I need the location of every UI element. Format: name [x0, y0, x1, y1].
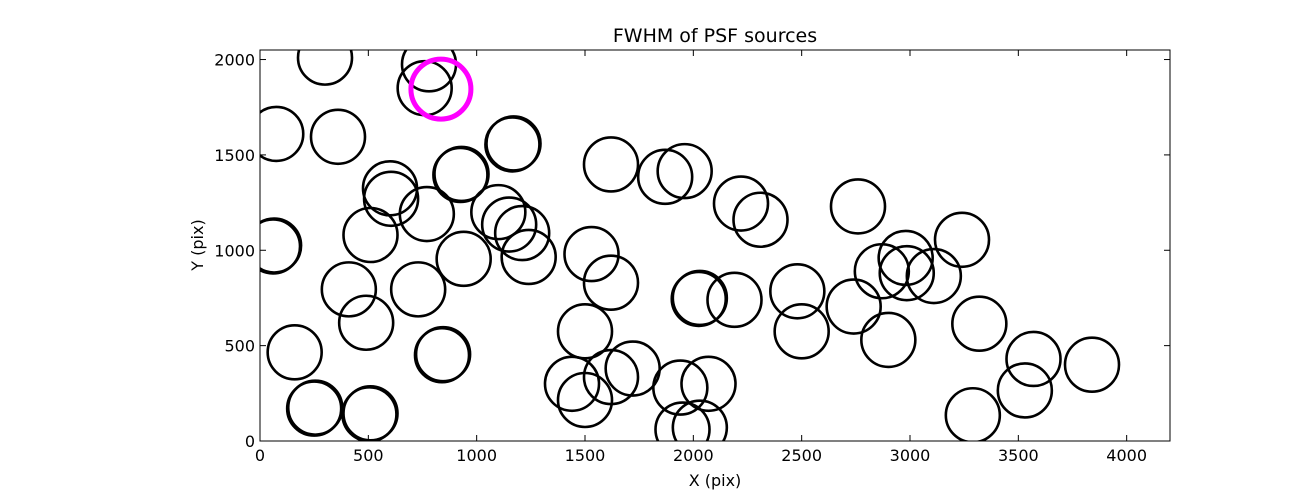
x-tick-label: 2000 [673, 446, 714, 465]
psf-source-marker [470, 183, 527, 241]
psf-source-marker [493, 204, 551, 262]
psf-source-marker [582, 254, 640, 311]
psf-source-marker [480, 196, 538, 253]
psf-source-marker [543, 355, 601, 413]
psf-source-marker [260, 105, 305, 163]
psf-source-marker [773, 303, 830, 360]
psf-source-marker [951, 295, 1008, 353]
psf-source-marker [398, 185, 456, 243]
psf-source-marker [944, 386, 1002, 441]
psf-source-marker [260, 218, 302, 275]
psf-source-marker [853, 242, 911, 300]
plot-frame [259, 49, 1171, 442]
x-tick-label: 4000 [1106, 446, 1147, 465]
psf-source-marker [320, 261, 378, 318]
psf-source-marker [671, 399, 729, 441]
psf-source-marker [1005, 330, 1062, 388]
psf-source-marker [342, 206, 399, 264]
psf-source-marker [712, 175, 770, 232]
y-tick-label: 500 [224, 337, 255, 356]
psf-source-marker [432, 146, 489, 204]
psf-source-marker [878, 244, 936, 302]
psf-source-marker [769, 262, 826, 320]
psf-source-marker [389, 261, 447, 318]
x-axis-label: X (pix) [689, 471, 742, 490]
x-tick-label: 0 [255, 446, 265, 465]
axis-ticks: 0 500 1000 1500 2000 2500 3000 3500 4000 0 500 1000… [214, 50, 1170, 465]
x-tick-label: 1000 [456, 446, 497, 465]
y-axis-label: Y (pix) [188, 219, 207, 271]
psf-source-marker [829, 178, 887, 235]
scatter-marks [260, 50, 1121, 441]
psf-source-marker [285, 380, 343, 437]
y-tick-label: 2000 [214, 51, 255, 70]
psf-source-marker [413, 326, 471, 384]
psf-source-marker [582, 136, 640, 193]
psf-source-marker [732, 191, 789, 249]
psf-source-marker [563, 225, 620, 283]
psf-source-marker [996, 362, 1054, 419]
chart-title: FWHM of PSF sources [613, 25, 817, 47]
psf-source-marker [706, 271, 763, 329]
psf-source-marker [680, 355, 737, 413]
psf-source-marker [670, 270, 728, 328]
psf-source-marker [500, 228, 557, 286]
y-tick-label: 0 [245, 432, 255, 451]
psf-source-marker [656, 142, 713, 200]
psf-source-marker [337, 294, 395, 352]
psf-source-marker [905, 247, 963, 305]
highlighted-source-marker [408, 56, 474, 122]
y-tick-label: 1500 [214, 146, 255, 165]
psf-source-marker [1063, 336, 1121, 394]
psf-source-marker [652, 359, 709, 416]
x-tick-label: 500 [353, 446, 384, 465]
x-tick-label: 1500 [565, 446, 606, 465]
psf-source-marker [556, 303, 614, 360]
psf-source-marker [556, 371, 614, 429]
psf-source-marker [309, 108, 367, 166]
psf-source-marker [266, 324, 323, 381]
psf-source-marker [362, 170, 420, 228]
psf-source-marker [654, 401, 711, 441]
psf-source-marker [636, 148, 694, 206]
psf-source-marker [341, 386, 398, 441]
x-tick-label: 2500 [781, 446, 822, 465]
psf-source-marker [933, 211, 991, 269]
psf-source-marker [296, 50, 354, 86]
plot-area [260, 50, 1170, 441]
psf-source-marker [484, 116, 541, 173]
psf-source-marker [825, 278, 882, 335]
x-tick-label: 3500 [998, 446, 1039, 465]
psf-source-marker [860, 311, 917, 369]
x-tick-label: 3000 [890, 446, 931, 465]
y-tick-label: 1000 [214, 241, 255, 260]
psf-source-marker [435, 230, 492, 288]
